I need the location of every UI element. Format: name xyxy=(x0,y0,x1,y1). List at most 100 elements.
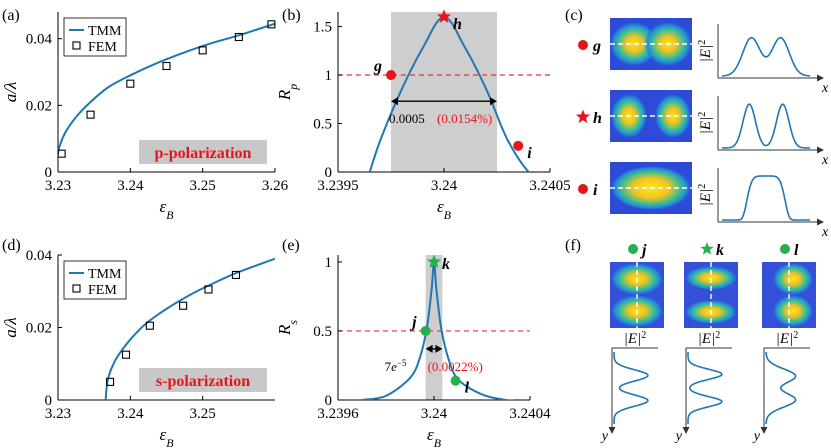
series-line xyxy=(104,257,275,400)
profile-curve xyxy=(765,351,797,425)
panel-label-e: (e) xyxy=(282,237,300,254)
profile-y-arrow xyxy=(760,427,768,434)
y-tick-label: 0.02 xyxy=(26,98,52,114)
profile-x-label: |E|2 xyxy=(624,330,646,348)
y-tick-label: 1 xyxy=(325,68,333,84)
profile-x-arrow xyxy=(817,74,824,82)
width-percent: (0.0154%) xyxy=(437,111,492,126)
point-label-g: g xyxy=(373,58,382,75)
fem-point xyxy=(231,270,240,279)
row-label: i xyxy=(593,182,598,199)
panel-label-a: (a) xyxy=(2,7,20,24)
y-tick-label: 0.5 xyxy=(313,324,332,340)
series-line xyxy=(368,15,540,172)
col-marker-star xyxy=(700,242,714,255)
point-label-i: i xyxy=(527,145,532,162)
polarization-label: p-polarization xyxy=(155,145,252,162)
x-tick-label: 3.26 xyxy=(262,178,289,194)
profile-y-label: y xyxy=(752,429,761,444)
x-tick-label: 3.2396 xyxy=(317,406,359,422)
field-row-i: i x |E|2 xyxy=(578,162,829,240)
y-tick-label: 0.04 xyxy=(26,32,53,48)
profile-curve xyxy=(613,352,649,424)
x-tick-label: 3.24 xyxy=(431,178,458,194)
width-value: 7e−5 xyxy=(385,358,407,374)
legend-label-tmm: TMM xyxy=(88,24,122,39)
profile-curve xyxy=(721,103,811,149)
col-marker-circle xyxy=(780,244,790,254)
col-label: j xyxy=(639,242,647,259)
x-axis-label: εB xyxy=(437,197,451,222)
point-star-k xyxy=(426,254,442,268)
profile-y-label: y xyxy=(600,429,609,444)
profile-y-label: |E|2 xyxy=(697,112,715,134)
profile-y-arrow xyxy=(608,427,616,434)
profile-x-label: |E|2 xyxy=(698,330,720,348)
fem-point xyxy=(179,301,188,310)
y-axis-label: a/λ xyxy=(1,317,20,338)
width-arrowhead-right xyxy=(490,97,497,106)
field-col-k: k y |E|2 xyxy=(674,242,738,444)
y-tick-label: 1 xyxy=(325,255,333,271)
point-circle-l xyxy=(450,375,461,386)
field-col-l: l y |E|2 xyxy=(752,242,816,444)
point-label-j: j xyxy=(409,314,417,331)
y-tick-label: 0 xyxy=(325,393,333,409)
legend-label-fem: FEM xyxy=(88,40,117,55)
fem-point xyxy=(126,79,135,88)
fem-point xyxy=(86,110,95,119)
y-tick-label: 0 xyxy=(45,393,53,409)
y-tick-label: 0 xyxy=(45,165,53,181)
profile-x-arrow xyxy=(817,218,824,226)
panel-label-f: (f) xyxy=(565,237,581,254)
polarization-box xyxy=(139,140,267,164)
legend-label-tmm: TMM xyxy=(88,267,122,282)
field-row-g: g x |E|2 xyxy=(578,18,829,96)
series-line xyxy=(361,260,518,400)
point-label-k: k xyxy=(442,256,450,273)
y-axis-label: a/λ xyxy=(1,82,20,103)
profile-curve xyxy=(722,175,810,221)
field-layer: g x |E|2 h x |E|2 i x |E|2 j y |E|2 k y |E|2 l y |E|2 xyxy=(575,18,829,444)
x-tick-label: 3.2395 xyxy=(317,178,358,194)
fem-point xyxy=(198,46,207,55)
width-arrowhead-right xyxy=(435,344,443,353)
point-label-h: h xyxy=(453,16,462,33)
legend-box xyxy=(63,260,127,300)
polarization-label: s-polarization xyxy=(156,373,250,390)
polarization-box xyxy=(139,368,267,392)
width-arrowhead-left xyxy=(391,97,398,106)
legend-box xyxy=(63,17,127,57)
fem-point xyxy=(267,20,276,29)
col-label: k xyxy=(716,242,724,259)
y-tick-label: 0.5 xyxy=(313,117,332,133)
fem-point xyxy=(145,321,154,330)
row-label: h xyxy=(593,110,602,127)
fem-point xyxy=(204,285,213,294)
fem-point xyxy=(234,32,243,42)
row-marker-circle xyxy=(578,40,588,50)
width-value: 0.0005 xyxy=(389,111,425,126)
profile-x-label: |E|2 xyxy=(776,330,798,348)
row-label: g xyxy=(592,38,601,55)
width-percent: (0.0022%) xyxy=(428,359,483,374)
profile-y-label: y xyxy=(674,429,683,444)
col-marker-circle xyxy=(628,244,638,254)
field-lobe-right xyxy=(655,94,691,138)
profile-y-label: |E|2 xyxy=(697,40,715,62)
plot-b: 3.2395 3.24 3.2405 0 0.5 1 1.5 εB Rp 0.0005 (0.015… xyxy=(275,9,571,222)
x-tick-label: 3.24 xyxy=(117,406,144,422)
x-axis-label: εB xyxy=(427,425,441,448)
x-tick-label: 3.25 xyxy=(190,406,216,422)
x-tick-label: 3.23 xyxy=(45,178,71,194)
width-arrowhead-left xyxy=(425,344,433,353)
plot-layer: 3.23 3.24 3.25 3.2600.020.04εBa/λTMMFEMp-po… xyxy=(1,9,571,448)
point-circle-j xyxy=(420,325,431,336)
row-marker-star xyxy=(575,109,591,124)
shaded-band xyxy=(425,255,443,400)
profile-curve xyxy=(687,351,723,425)
fem-point xyxy=(57,149,66,158)
fem-point xyxy=(162,61,171,71)
shaded-band xyxy=(391,12,497,172)
